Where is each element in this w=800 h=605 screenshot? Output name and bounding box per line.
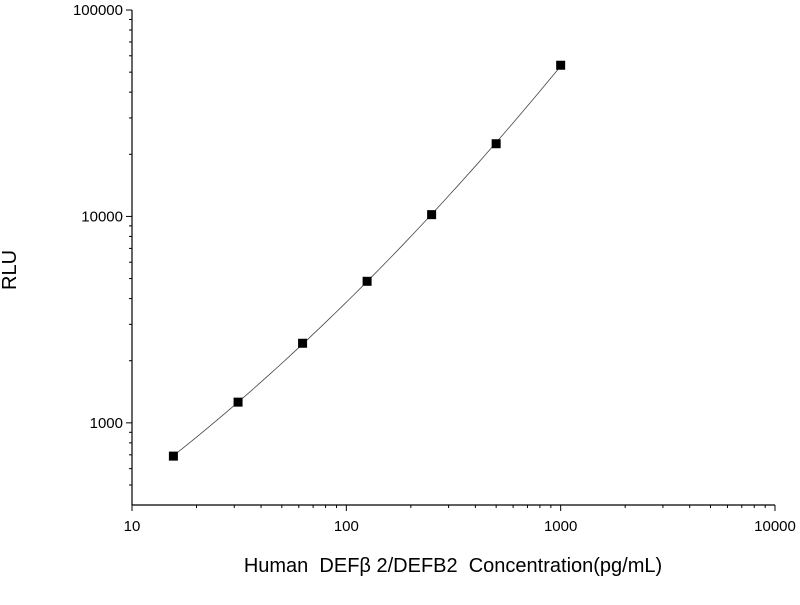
fit-curve-line [173,65,561,457]
x-tick-label: 10000 [754,518,796,535]
x-tick-label: 100 [334,518,359,535]
data-points-layer [168,60,566,461]
data-point-marker [168,451,178,461]
data-point-marker [298,338,308,348]
fit-curve-layer [173,65,561,457]
y-tick-label: 1000 [90,415,123,432]
data-point-marker [556,60,566,70]
x-tick-label: 10 [124,518,141,535]
x-tick-label: 1000 [544,518,577,535]
data-point-marker [427,210,437,220]
data-point-marker [233,397,243,407]
x-axis-title: Human DEFβ 2/DEFB2 Concentration(pg/mL) [244,555,662,577]
y-axis-title: RLU [0,250,21,290]
y-tick-label: 100000 [73,2,123,19]
axes-layer [131,10,775,506]
y-tick-label: 10000 [81,208,123,225]
data-point-marker [491,139,501,149]
ticks-layer: 10 100 1000 10000 1000 10000 100000 [73,2,796,535]
data-point-marker [362,276,372,286]
